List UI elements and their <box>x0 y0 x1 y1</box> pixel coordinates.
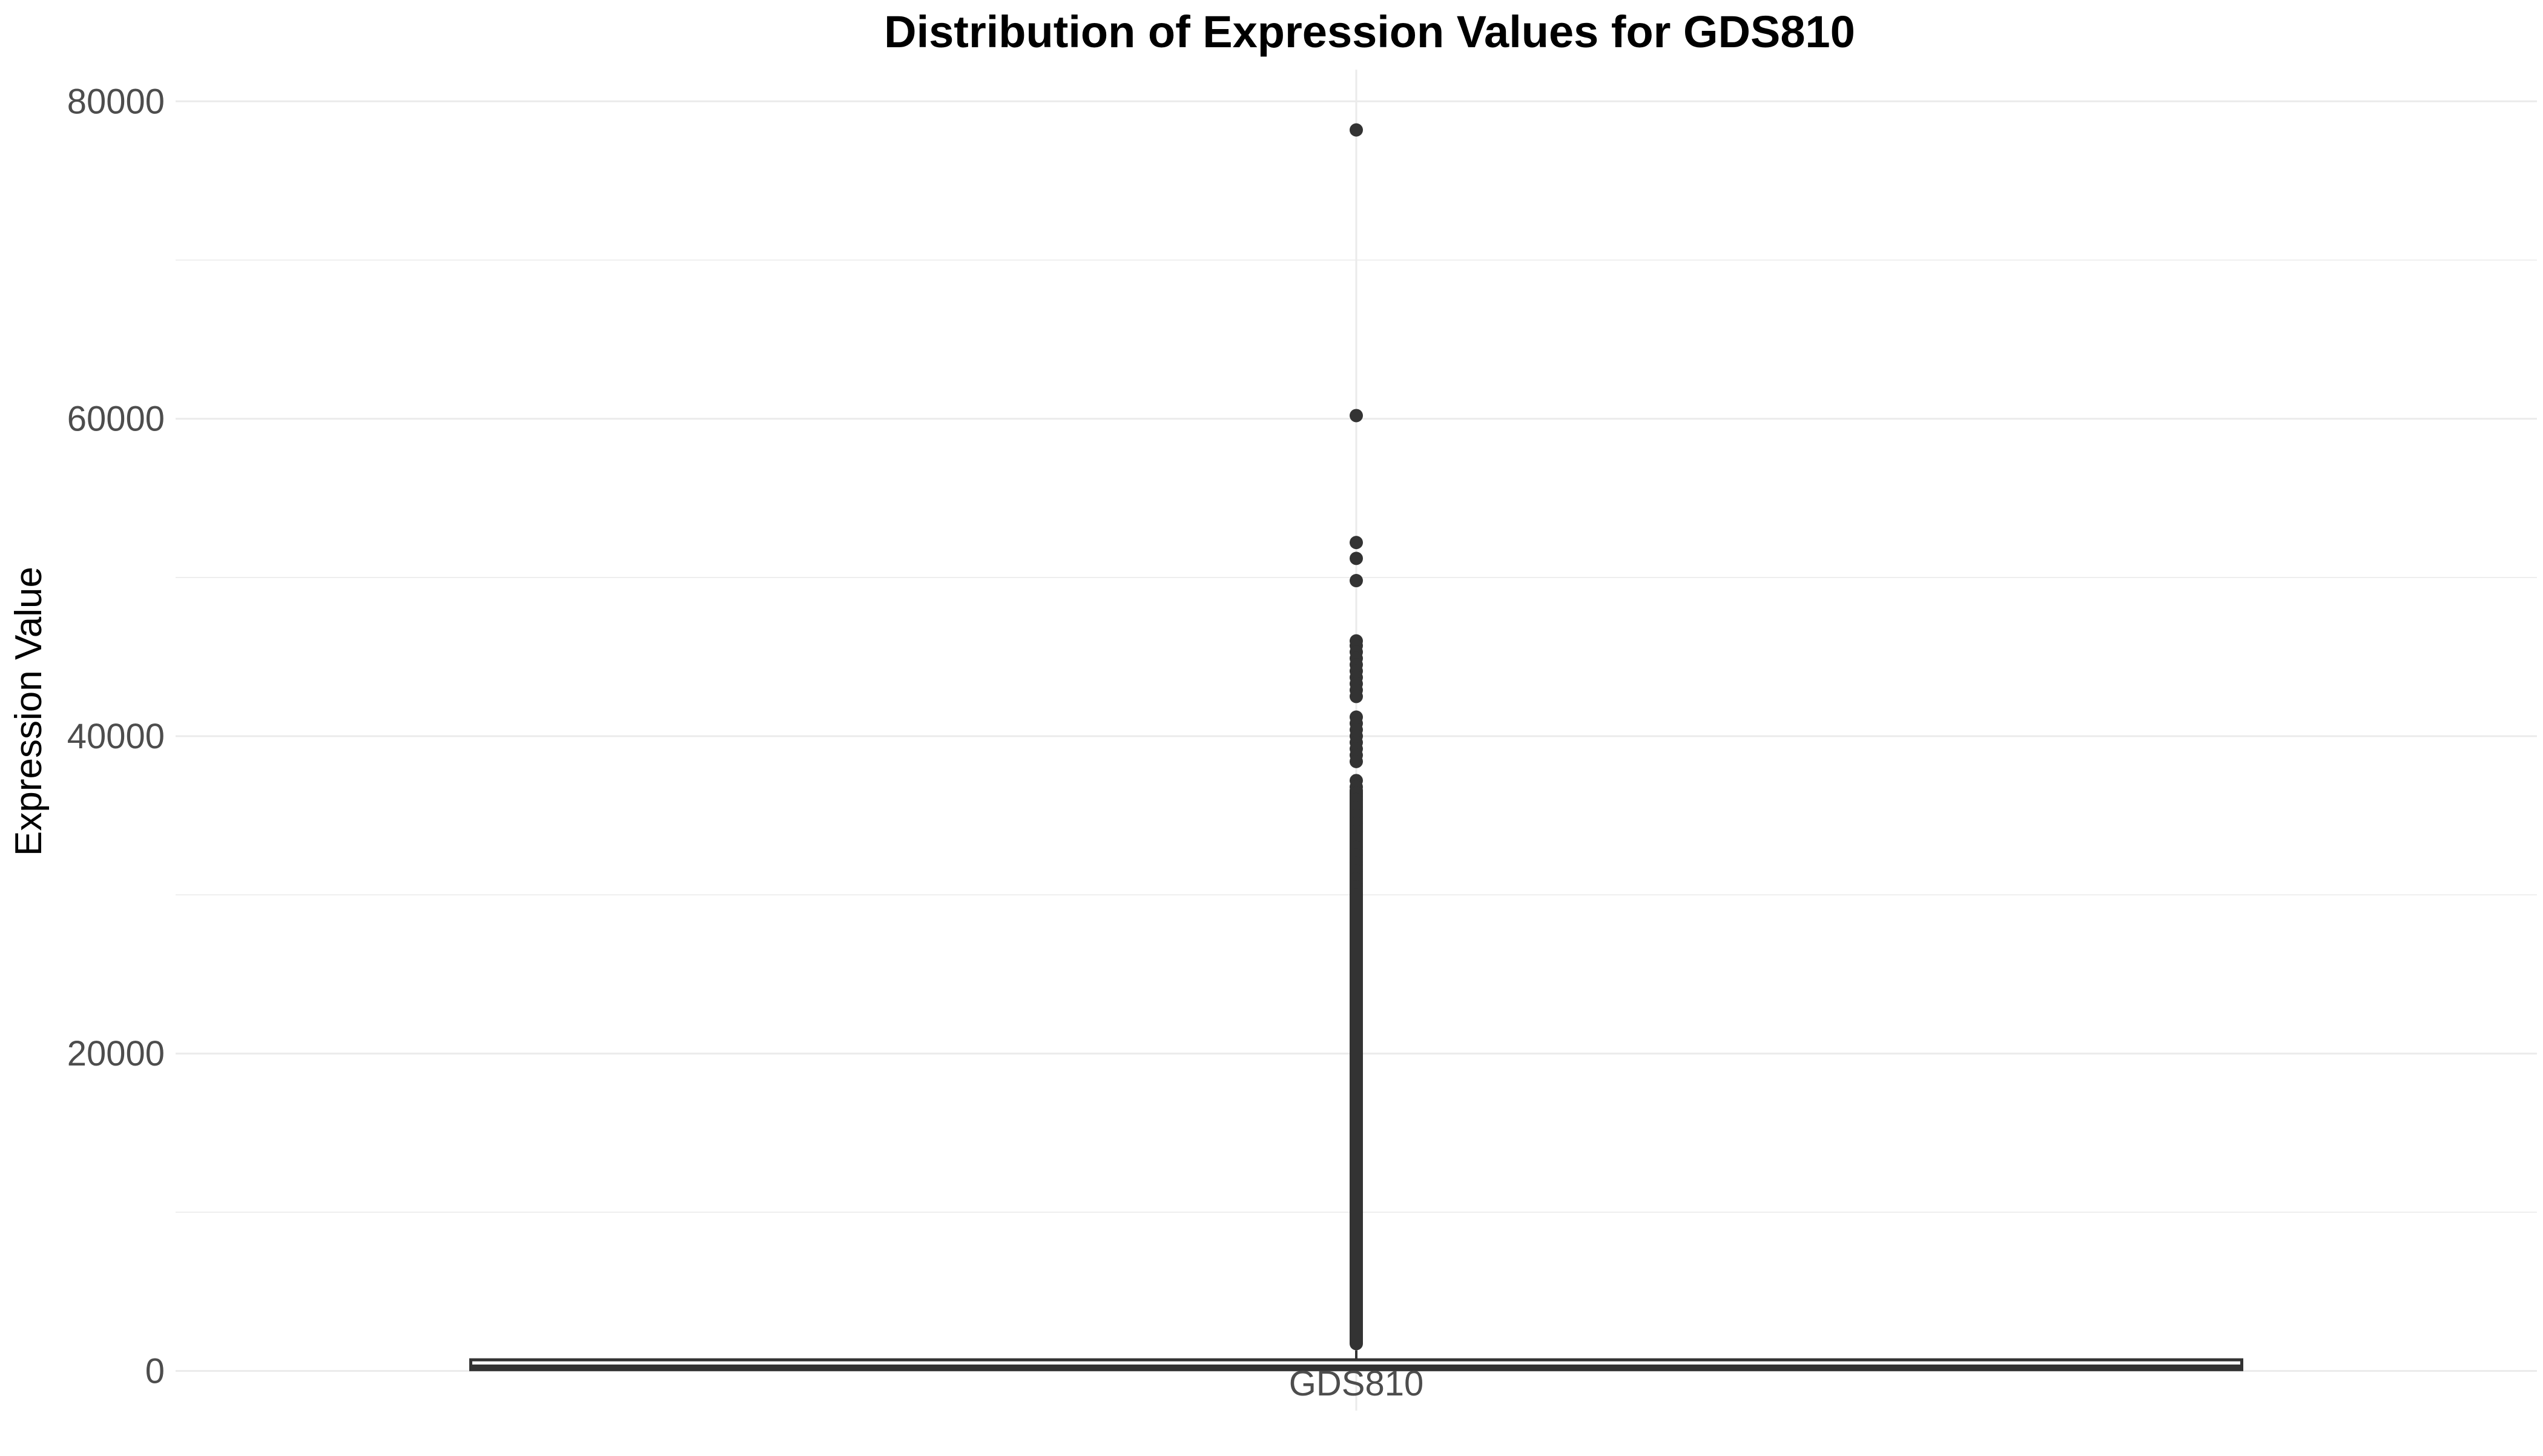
outlier-point <box>1350 888 1363 902</box>
outlier-point <box>1350 690 1363 703</box>
outlier-point <box>1350 536 1363 550</box>
y-axis-title: Expression Value <box>8 567 50 856</box>
y-tick-label: 40000 <box>67 717 165 756</box>
outlier-point <box>1350 574 1363 588</box>
outlier-dense-band <box>1350 783 1363 1351</box>
outlier-point <box>1350 754 1363 768</box>
y-tick-label: 80000 <box>67 82 165 121</box>
outlier-point <box>1350 552 1363 565</box>
box-layer <box>469 1350 2243 1371</box>
tick-layer: 0 20000 40000 60000 80000 GDS810 <box>67 82 1424 1403</box>
y-tick-label: 0 <box>145 1351 165 1391</box>
chart-title: Distribution of Expression Values for GD… <box>884 7 1855 57</box>
outlier-point <box>1350 123 1363 137</box>
outlier-point <box>1350 409 1363 423</box>
outlier-layer <box>1350 123 1363 1351</box>
y-tick-label: 20000 <box>67 1034 165 1073</box>
y-tick-label: 60000 <box>67 400 165 439</box>
x-tick-label: GDS810 <box>1289 1364 1423 1403</box>
